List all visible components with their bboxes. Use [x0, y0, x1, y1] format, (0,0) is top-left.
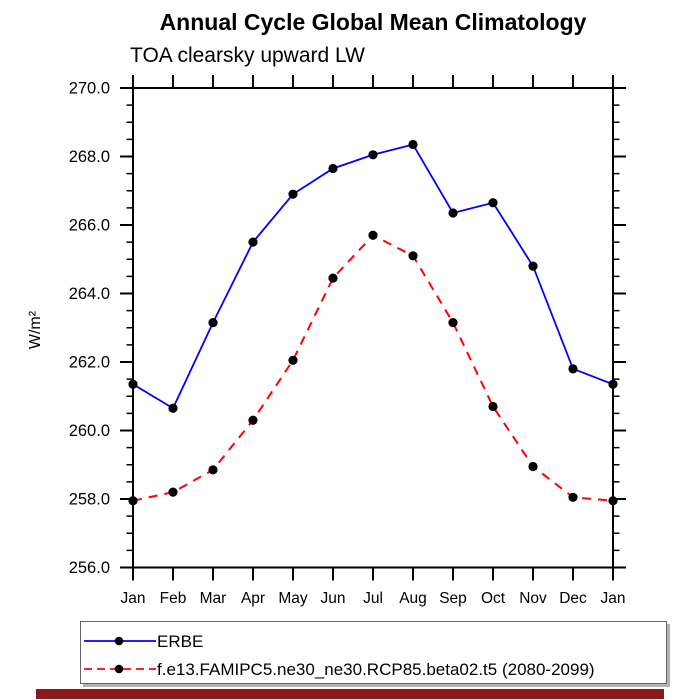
y-axis-tick-label: 266.0	[69, 217, 110, 235]
data-point-marker	[568, 492, 578, 502]
x-axis-tick-label: Aug	[399, 590, 427, 607]
x-axis-tick-label: Oct	[481, 590, 506, 607]
data-point-marker	[368, 150, 378, 160]
data-point-marker	[568, 364, 578, 374]
data-point-marker	[448, 318, 458, 328]
data-point-marker	[208, 465, 218, 475]
y-axis-tick-label: 258.0	[69, 491, 110, 509]
data-point-marker	[168, 487, 178, 497]
data-point-marker	[528, 261, 538, 271]
x-axis-tick-label: Nov	[519, 590, 547, 607]
legend-marker-dot	[114, 664, 124, 674]
data-point-marker	[168, 403, 178, 413]
x-axis-tick-label: Jul	[363, 590, 383, 607]
chart-subtitle: TOA clearsky upward LW	[130, 44, 365, 67]
x-axis-tick-label: May	[278, 590, 308, 607]
plot-area: Jan Feb Mar Apr May Jun Jul Aug Sep Oct Nov Dec Jan 2…	[27, 75, 626, 607]
data-point-marker	[208, 318, 218, 328]
x-axis-tick-label: Mar	[200, 590, 227, 607]
y-axis-title: W/m²	[27, 310, 44, 349]
x-axis-tick-label: Jan	[121, 590, 146, 607]
data-point-marker	[248, 237, 258, 247]
data-point-marker	[448, 208, 458, 218]
axis-frame	[132, 87, 614, 569]
y-axis-tick-label: 264.0	[69, 285, 110, 303]
y-axis-tick-label: 262.0	[69, 354, 110, 372]
data-point-marker	[528, 461, 538, 472]
data-point-marker	[608, 379, 618, 389]
legend-marker-dot	[114, 636, 124, 646]
y-axis-tick-label: 268.0	[69, 148, 110, 166]
legend-label-erbe: ERBE	[157, 631, 204, 651]
x-axis-tick-label: Jun	[321, 590, 346, 607]
data-point-marker	[288, 355, 298, 365]
data-point-marker	[368, 230, 378, 240]
y-axis-tick-label: 260.0	[69, 422, 110, 440]
legend-box: ERBE f.e13.FAMIPC5.ne30_ne30.RCP85.beta0…	[80, 621, 667, 684]
data-point-marker	[248, 415, 258, 425]
legend-entry-erbe: ERBE	[83, 628, 666, 654]
x-axis-tick-label: Jan	[601, 590, 626, 607]
legend-line-sample-dashed	[84, 664, 156, 674]
x-axis-tick-label: Sep	[439, 590, 467, 607]
x-axis-tick-label: Apr	[241, 590, 265, 607]
x-axis-tick-label: Feb	[160, 590, 187, 607]
data-point-marker	[328, 163, 338, 174]
y-axis-tick-label: 270.0	[69, 80, 110, 98]
bottom-red-bar	[36, 689, 664, 699]
data-point-marker	[608, 496, 618, 506]
data-point-marker	[408, 139, 418, 150]
erbe-line	[132, 143, 614, 410]
legend-label-model: f.e13.FAMIPC5.ne30_ne30.RCP85.beta02.t5 …	[157, 659, 595, 679]
model-line	[132, 234, 614, 502]
legend-line-sample-solid	[84, 636, 156, 646]
data-point-marker	[128, 496, 138, 506]
data-point-marker	[408, 251, 418, 261]
data-point-marker	[128, 379, 138, 389]
y-axis-tick-label: 256.0	[69, 559, 110, 577]
data-point-marker	[488, 198, 498, 208]
data-point-marker	[288, 189, 298, 199]
x-axis-tick-label: Dec	[559, 590, 587, 607]
chart-title: Annual Cycle Global Mean Climatology	[159, 9, 587, 35]
data-point-marker	[328, 273, 338, 283]
legend-entry-model: f.e13.FAMIPC5.ne30_ne30.RCP85.beta02.t5 …	[83, 656, 666, 682]
data-point-marker	[488, 401, 498, 412]
